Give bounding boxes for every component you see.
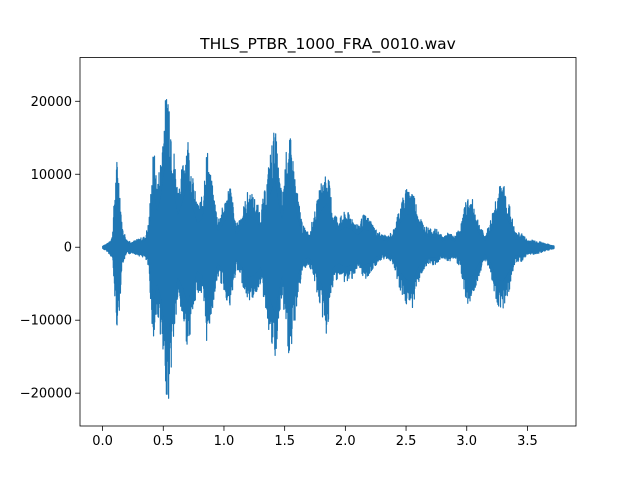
x-axis: 0.0 0.5 1.0 1.5 2.0 2.5 3.0 3.5 — [92, 426, 538, 449]
y-tick-label: −20000 — [20, 387, 72, 402]
chart-title: THLS_PTBR_1000_FRA_0010.wav — [199, 35, 456, 54]
y-tick-label: 20000 — [31, 95, 72, 110]
waveform-series-line — [101, 99, 555, 399]
plot-frame — [79, 57, 577, 427]
x-tick-label: 0.0 — [92, 434, 113, 449]
x-tick-label: 3.0 — [456, 434, 477, 449]
x-tick-label: 3.5 — [517, 434, 538, 449]
x-tick-label: 2.5 — [396, 434, 417, 449]
y-tick-label: −10000 — [20, 314, 72, 329]
y-tick-label: 10000 — [31, 168, 72, 183]
plot-area — [101, 99, 555, 399]
waveform-envelope-fill — [102, 152, 555, 336]
y-axis: −20000 −10000 0 10000 20000 — [20, 95, 80, 402]
y-tick-label: 0 — [64, 241, 72, 256]
x-tick-label: 1.5 — [274, 434, 295, 449]
x-tick-label: 0.5 — [153, 434, 174, 449]
x-tick-label: 2.0 — [335, 434, 356, 449]
x-tick-label: 1.0 — [214, 434, 235, 449]
